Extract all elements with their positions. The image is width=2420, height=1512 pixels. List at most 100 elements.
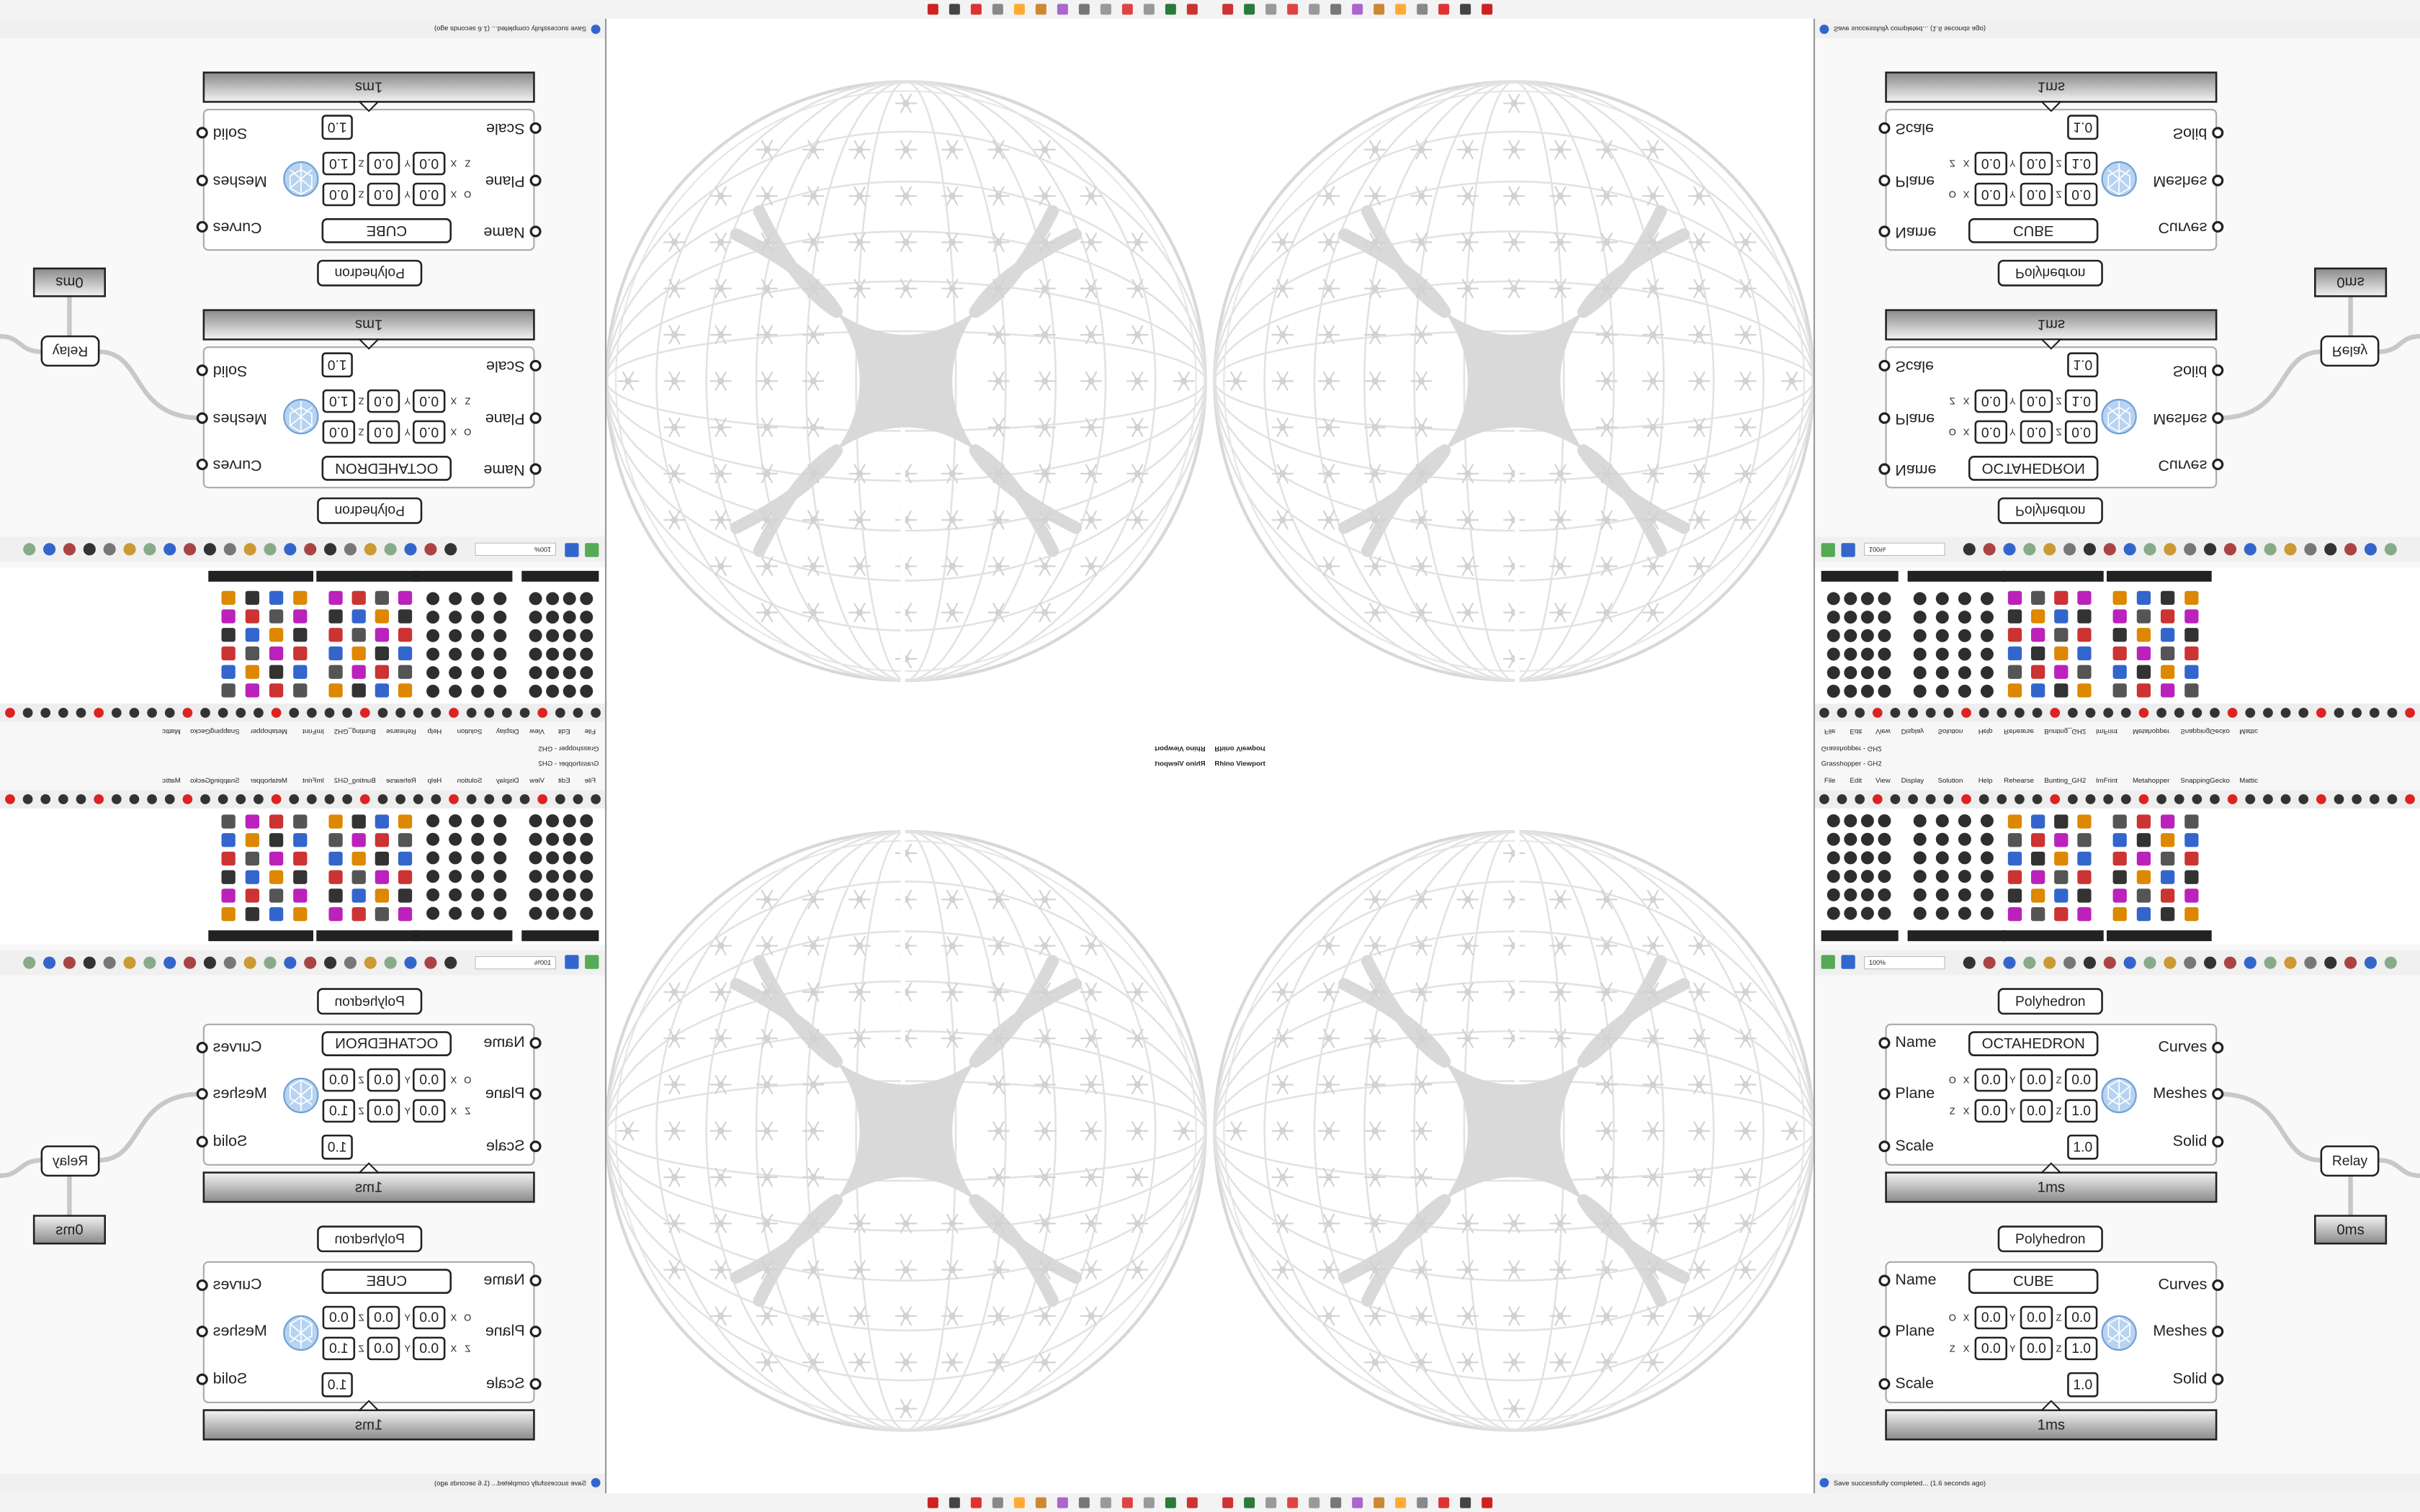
menu-item[interactable]: Help bbox=[1978, 777, 1993, 785]
ribbon-icon[interactable] bbox=[375, 683, 389, 698]
output-port[interactable] bbox=[2212, 220, 2224, 233]
menu-item[interactable]: Rehearse bbox=[2004, 777, 2034, 785]
menu-item[interactable]: Edit bbox=[1850, 777, 1862, 785]
ribbon-icon[interactable] bbox=[269, 683, 284, 698]
ribbon-icon[interactable] bbox=[1980, 832, 1994, 846]
plane-value-box[interactable] bbox=[322, 389, 356, 413]
ribbon-icon[interactable] bbox=[2054, 833, 2069, 847]
ribbon-icon[interactable] bbox=[1958, 888, 1971, 901]
ribbon-icon[interactable] bbox=[1913, 685, 1927, 698]
ribbon-icon[interactable] bbox=[1980, 870, 1994, 883]
tab-icon[interactable] bbox=[22, 708, 33, 718]
zoom-level[interactable]: 100% bbox=[534, 546, 551, 553]
taskbar-icon[interactable] bbox=[970, 1497, 982, 1508]
ribbon-icon[interactable] bbox=[426, 666, 440, 680]
tab-icon[interactable] bbox=[2405, 708, 2415, 718]
ribbon-icon[interactable] bbox=[245, 814, 259, 829]
ribbon-icon[interactable] bbox=[1827, 851, 1840, 865]
ribbon-icon[interactable] bbox=[1878, 870, 1891, 883]
ribbon-icon[interactable] bbox=[2054, 683, 2069, 698]
ribbon-icon[interactable] bbox=[2077, 833, 2092, 847]
ribbon-icon[interactable] bbox=[449, 647, 462, 661]
toolbar-icon[interactable] bbox=[2344, 543, 2357, 556]
menu-item[interactable]: Metahopper bbox=[2133, 777, 2170, 785]
tab-icon[interactable] bbox=[2334, 794, 2344, 804]
ribbon-icon[interactable] bbox=[546, 685, 560, 698]
tab-icon[interactable] bbox=[519, 708, 530, 718]
ribbon-icon[interactable] bbox=[563, 611, 576, 624]
ribbon-icon[interactable] bbox=[245, 628, 259, 642]
toolbar-icon[interactable] bbox=[304, 543, 317, 556]
ribbon-icon[interactable] bbox=[2161, 888, 2175, 903]
taskbar-icon[interactable] bbox=[1287, 4, 1299, 15]
scale-box[interactable] bbox=[2067, 1372, 2099, 1398]
toolbar-icon[interactable] bbox=[243, 956, 256, 969]
taskbar-icon[interactable] bbox=[1013, 1497, 1025, 1508]
ribbon-icon[interactable] bbox=[269, 851, 284, 866]
tab-icon[interactable] bbox=[2334, 708, 2344, 718]
ribbon-icon[interactable] bbox=[1958, 629, 1971, 642]
ribbon-icon[interactable] bbox=[426, 888, 440, 901]
input-port[interactable] bbox=[529, 1037, 542, 1049]
toolbar-icon[interactable] bbox=[424, 543, 437, 556]
taskbar-icon[interactable] bbox=[1395, 4, 1407, 15]
ribbon-icon[interactable] bbox=[269, 814, 284, 829]
toolbar-icon[interactable] bbox=[63, 543, 76, 556]
tab-icon[interactable] bbox=[2369, 794, 2380, 804]
output-port[interactable] bbox=[2212, 174, 2224, 186]
toolbar-icon[interactable] bbox=[2103, 956, 2116, 969]
ribbon-icon[interactable] bbox=[426, 647, 440, 661]
output-port[interactable] bbox=[196, 1373, 208, 1385]
zoom-level[interactable]: 100% bbox=[534, 959, 551, 966]
ribbon-icon[interactable] bbox=[529, 906, 542, 920]
ribbon-icon[interactable] bbox=[493, 851, 507, 865]
ribbon-icon[interactable] bbox=[328, 665, 343, 679]
plane-value-box[interactable] bbox=[1974, 420, 2007, 444]
tab-icon[interactable] bbox=[2068, 794, 2078, 804]
plane-value-box[interactable] bbox=[413, 1305, 446, 1330]
ribbon-icon[interactable] bbox=[471, 666, 485, 680]
tab-icon[interactable] bbox=[537, 794, 548, 804]
ribbon-icon[interactable] bbox=[398, 833, 413, 847]
ribbon-icon[interactable] bbox=[1827, 888, 1840, 901]
tab-icon[interactable] bbox=[573, 794, 583, 804]
toolbar-icon[interactable] bbox=[2043, 956, 2056, 969]
ribbon-icon[interactable] bbox=[2136, 646, 2151, 661]
ribbon-icon[interactable] bbox=[580, 592, 593, 606]
ribbon-icon[interactable] bbox=[2161, 609, 2175, 624]
ribbon-icon[interactable] bbox=[351, 683, 366, 698]
tab-icon[interactable] bbox=[2210, 794, 2220, 804]
ribbon-icon[interactable] bbox=[221, 833, 236, 847]
ribbon-icon[interactable] bbox=[1878, 814, 1891, 827]
tab-icon[interactable] bbox=[147, 794, 157, 804]
toolbar-icon[interactable] bbox=[264, 543, 277, 556]
ribbon-icon[interactable] bbox=[398, 683, 413, 698]
output-port[interactable] bbox=[196, 127, 208, 139]
tab-icon[interactable] bbox=[2015, 794, 2025, 804]
name-box[interactable] bbox=[321, 1031, 452, 1056]
ribbon-icon[interactable] bbox=[398, 646, 413, 661]
input-port[interactable] bbox=[529, 225, 542, 238]
tab-icon[interactable] bbox=[395, 794, 405, 804]
ribbon-icon[interactable] bbox=[426, 629, 440, 642]
tab-icon[interactable] bbox=[58, 794, 68, 804]
name-box[interactable] bbox=[321, 218, 452, 243]
plane-value-box[interactable] bbox=[367, 389, 400, 413]
output-port[interactable] bbox=[2212, 1135, 2224, 1148]
ribbon-icon[interactable] bbox=[1980, 666, 1994, 680]
taskbar-icon[interactable] bbox=[949, 4, 960, 15]
ribbon-icon[interactable] bbox=[2161, 590, 2175, 605]
taskbar-icon[interactable] bbox=[1265, 1497, 1277, 1508]
ribbon-icon[interactable] bbox=[2112, 590, 2127, 605]
ribbon-icon[interactable] bbox=[563, 592, 576, 606]
ribbon-icon[interactable] bbox=[2184, 665, 2199, 679]
tab-icon[interactable] bbox=[76, 708, 86, 718]
tab-icon[interactable] bbox=[2174, 794, 2184, 804]
ribbon-icon[interactable] bbox=[2077, 907, 2092, 922]
toolbar-icon[interactable] bbox=[223, 956, 236, 969]
ribbon-icon[interactable] bbox=[2112, 814, 2127, 829]
ribbon-icon[interactable] bbox=[1913, 832, 1927, 846]
ribbon-icon[interactable] bbox=[2136, 683, 2151, 698]
plane-value-box[interactable] bbox=[2020, 420, 2053, 444]
ribbon-icon[interactable] bbox=[1958, 666, 1971, 680]
